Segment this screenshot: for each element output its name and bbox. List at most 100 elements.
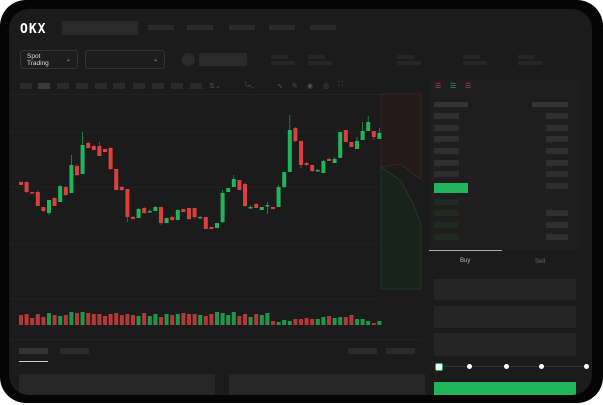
- indicator-icon[interactable]: ⤿⌄: [245, 82, 255, 89]
- tab-buy[interactable]: Buy: [460, 258, 471, 264]
- candle-body: [310, 165, 315, 171]
- slider-handle[interactable]: [435, 363, 443, 371]
- search-bar[interactable]: [62, 21, 138, 35]
- orders-panel-right: [229, 374, 425, 395]
- ask-amount: [546, 171, 568, 177]
- bid-amount: [546, 222, 568, 228]
- volume-bar: [80, 312, 85, 325]
- candle-body: [136, 209, 141, 218]
- filter-button[interactable]: [386, 348, 415, 354]
- stat-value: [397, 61, 421, 65]
- bid-amount: [546, 234, 568, 240]
- price-chart[interactable]: [9, 9, 592, 395]
- candle-body: [103, 149, 107, 152]
- timeframe-tab[interactable]: [113, 83, 125, 89]
- book-header-price: [434, 102, 468, 107]
- volume-bar: [237, 316, 242, 325]
- nav-item-4[interactable]: [269, 25, 295, 30]
- volume-bar: [24, 314, 29, 325]
- candle-body: [282, 172, 287, 187]
- candle-body: [147, 211, 152, 213]
- timeframe-tab[interactable]: [152, 83, 164, 89]
- volume-bar: [377, 321, 382, 325]
- candle-body: [237, 180, 242, 190]
- candle-body: [131, 217, 135, 219]
- slider-step[interactable]: [539, 364, 544, 369]
- depth-ask-area: [380, 93, 422, 180]
- volume-bar: [265, 313, 270, 325]
- volume-bar: [315, 319, 320, 325]
- nav-item-5[interactable]: [310, 25, 336, 30]
- okx-logo[interactable]: OKX: [20, 22, 47, 37]
- candle-body: [287, 130, 292, 172]
- ask-amount: [546, 148, 568, 154]
- timeframe-tab[interactable]: [57, 83, 69, 89]
- book-sell-icon[interactable]: ☰: [465, 83, 472, 90]
- candle-body: [299, 141, 303, 165]
- volume-bar: [114, 313, 119, 325]
- volume-bar: [248, 317, 253, 325]
- volume-bar: [282, 320, 287, 325]
- timeframe-tab[interactable]: [95, 83, 107, 89]
- nav-item-1[interactable]: [148, 25, 174, 30]
- buy-button[interactable]: [434, 382, 576, 395]
- market-type-dropdown[interactable]: Spot Trading ⌄: [20, 50, 78, 69]
- candle-body: [315, 170, 320, 172]
- slider-step[interactable]: [467, 364, 472, 369]
- volume-bar: [327, 316, 331, 325]
- filter-button[interactable]: [348, 348, 377, 354]
- timeframe-tab[interactable]: [76, 83, 88, 89]
- volume-bar: [103, 316, 107, 325]
- tab-open-orders[interactable]: [19, 348, 48, 354]
- book-buy-icon[interactable]: ☰: [450, 83, 457, 90]
- volume-bar: [332, 318, 337, 325]
- book-both-icon[interactable]: ☰: [435, 83, 442, 90]
- bid-price: [434, 234, 458, 240]
- slider-step[interactable]: [584, 364, 589, 369]
- volume-bar: [75, 313, 79, 325]
- settings-icon[interactable]: ◎: [323, 83, 330, 90]
- volume-bar: [108, 314, 113, 325]
- candle-body: [349, 142, 354, 147]
- ask-amount: [546, 136, 568, 142]
- slider-step[interactable]: [504, 364, 509, 369]
- timeframe-tab[interactable]: [190, 83, 202, 89]
- candle-body: [125, 189, 130, 217]
- timeframe-tab[interactable]: [20, 83, 32, 89]
- total-input[interactable]: [434, 333, 576, 356]
- price-input[interactable]: [434, 279, 576, 300]
- candle-body: [108, 148, 113, 169]
- tab-order-history[interactable]: [60, 348, 89, 354]
- volume-bar: [164, 314, 169, 325]
- nav-item-2[interactable]: [187, 25, 213, 30]
- camera-icon[interactable]: ◉: [307, 83, 314, 90]
- timeframe-tab[interactable]: [38, 83, 50, 89]
- fullscreen-icon[interactable]: ⛶: [338, 81, 343, 88]
- candle-body: [327, 159, 331, 161]
- candle-body: [80, 145, 85, 174]
- timeframe-tab[interactable]: [133, 83, 145, 89]
- candle-body: [35, 192, 40, 206]
- tab-sell[interactable]: Sell: [535, 259, 546, 265]
- nav-item-3[interactable]: [229, 25, 255, 30]
- line-icon[interactable]: ∿: [277, 83, 283, 90]
- pair-dropdown[interactable]: ⌄: [85, 50, 165, 69]
- volume-bar: [181, 313, 186, 325]
- candle-body: [24, 182, 29, 192]
- ask-price: [434, 125, 459, 131]
- ask-amount: [546, 113, 568, 119]
- volume-bar: [30, 318, 35, 325]
- amount-input[interactable]: [434, 306, 576, 328]
- volume-bar: [338, 317, 343, 325]
- timeframe-tab[interactable]: [171, 83, 183, 89]
- candles-icon[interactable]: ⇅⌄: [209, 83, 221, 90]
- volume-bar: [142, 313, 147, 325]
- divider: [9, 339, 421, 340]
- ask-price: [434, 113, 459, 119]
- volume-bar: [41, 317, 46, 325]
- pencil-icon[interactable]: ✎: [292, 83, 298, 90]
- candle-body: [52, 198, 57, 206]
- slider-track[interactable]: [439, 366, 589, 367]
- candle-body: [63, 187, 68, 195]
- volume-bar: [187, 314, 191, 325]
